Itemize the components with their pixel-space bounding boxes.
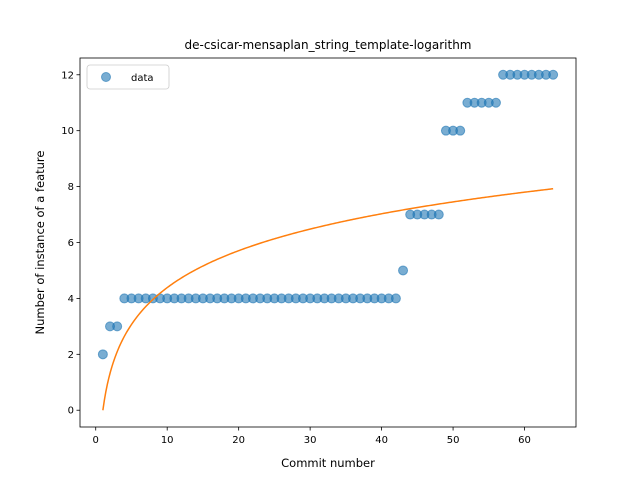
y-axis: 0 2 4 6 8 10 12 <box>61 70 80 417</box>
y-tick-label: 8 <box>68 182 74 193</box>
x-axis: 0 10 20 30 40 50 60 <box>93 427 531 446</box>
y-tick-label: 10 <box>61 126 74 137</box>
legend-label: data <box>131 73 154 84</box>
x-tick-label: 50 <box>447 435 460 446</box>
x-tick-label: 20 <box>232 435 245 446</box>
y-axis-label: Number of instance of a feature <box>33 151 47 335</box>
x-axis-label: Commit number <box>281 456 375 470</box>
legend-marker <box>101 72 111 82</box>
data-point <box>97 349 108 360</box>
data-point <box>112 321 123 332</box>
chart-title: de-csicar-mensaplan_string_template-loga… <box>184 38 471 52</box>
data-point <box>398 265 409 276</box>
legend-box <box>86 64 170 90</box>
plot-content <box>97 69 559 411</box>
y-tick-label: 0 <box>68 406 74 417</box>
y-tick-label: 6 <box>68 238 74 249</box>
data-point <box>490 97 501 108</box>
data-point <box>390 293 401 304</box>
y-tick-label: 4 <box>68 294 74 305</box>
data-point <box>548 69 559 80</box>
x-tick-label: 10 <box>161 435 174 446</box>
x-tick-label: 30 <box>304 435 317 446</box>
x-tick-label: 60 <box>518 435 531 446</box>
y-tick-label: 2 <box>68 350 74 361</box>
y-tick-label: 12 <box>61 70 74 81</box>
fit-line <box>102 188 554 411</box>
legend: data <box>86 64 170 90</box>
x-tick-label: 0 <box>93 435 99 446</box>
data-point <box>433 209 444 220</box>
data-point <box>455 125 466 136</box>
x-tick-label: 40 <box>375 435 388 446</box>
